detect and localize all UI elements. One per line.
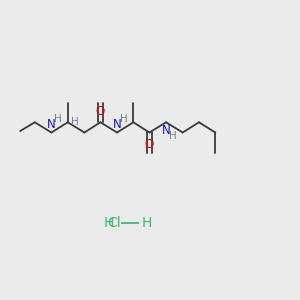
Text: O: O <box>96 105 105 118</box>
Text: N: N <box>162 124 170 137</box>
Text: N: N <box>47 118 56 131</box>
Text: H: H <box>54 114 62 124</box>
Text: Cl: Cl <box>107 216 121 230</box>
Text: H: H <box>169 131 176 141</box>
Text: N: N <box>113 118 122 131</box>
Text: H: H <box>141 216 152 230</box>
Text: H: H <box>103 216 113 230</box>
Text: H: H <box>120 114 127 124</box>
Text: H: H <box>71 117 79 127</box>
Text: O: O <box>145 139 154 152</box>
